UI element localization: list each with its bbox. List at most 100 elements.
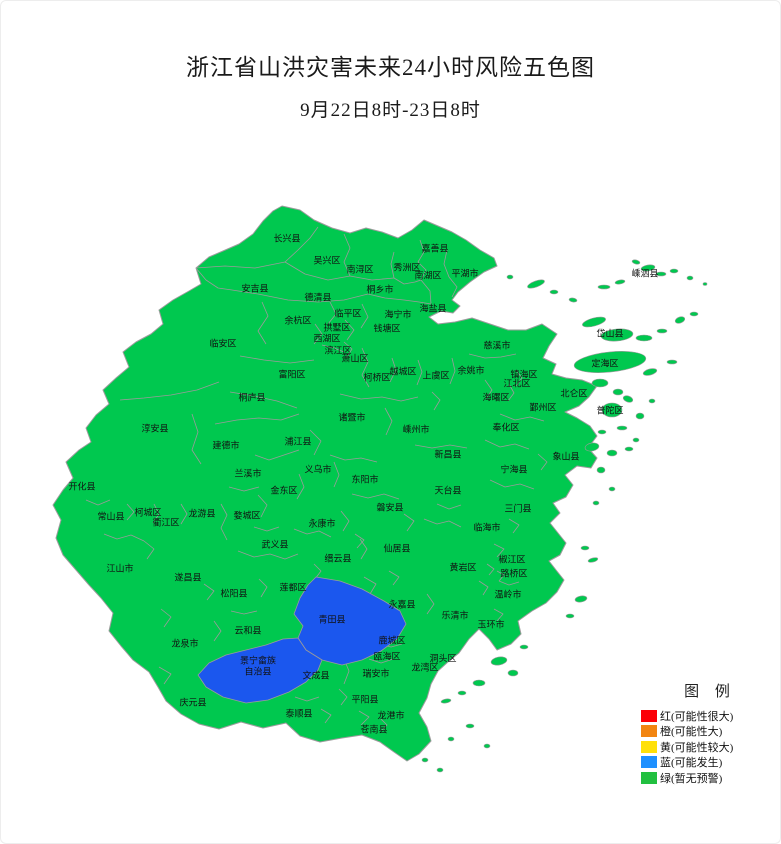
county-label: 秀洲区	[393, 262, 420, 273]
county-border-line	[449, 357, 456, 385]
county-label: 平阳县	[351, 695, 378, 705]
county-label: 庆元县	[179, 697, 206, 708]
county-border-line	[363, 576, 377, 595]
county-label: 海盐县	[419, 303, 446, 314]
county-label: 江北区	[503, 379, 530, 389]
county-border-line	[359, 538, 368, 560]
county-label: 东阳市	[351, 474, 378, 485]
county-label: 滨江区	[324, 345, 351, 356]
county-label: 慈溪市	[483, 340, 510, 351]
legend-label: 橙(可能性大)	[660, 726, 723, 739]
title-block: 浙江省山洪灾害未来24小时风险五色图 9月22日8时-23日8时	[0, 0, 781, 122]
county-border-line	[143, 540, 155, 560]
county-label: 嵊泗县	[631, 268, 658, 279]
county-label: 上虞区	[422, 370, 449, 381]
county-label: 建德市	[212, 440, 239, 451]
county-label: 温岭市	[494, 589, 521, 600]
legend-color-swatch	[641, 709, 657, 722]
county-label: 江山市	[106, 563, 133, 574]
island	[440, 698, 452, 704]
county-label: 路桥区	[500, 568, 527, 579]
county-border-line	[507, 383, 515, 402]
county-border-line	[229, 391, 298, 409]
county-border-line	[257, 494, 268, 518]
island	[584, 442, 600, 452]
county-label: 景宁畲族	[240, 655, 276, 666]
county-label: 文成县	[302, 670, 329, 681]
county-label: 永康市	[308, 518, 335, 529]
county-label: 玉环市	[477, 619, 504, 630]
island	[608, 486, 616, 492]
county-label: 开化县	[68, 481, 95, 492]
legend-label: 绿(暂无预警)	[660, 772, 723, 785]
legend-color-swatch	[641, 756, 657, 769]
county-border-line	[180, 503, 188, 525]
county-border-line	[361, 347, 370, 388]
county-border-line	[360, 303, 369, 329]
county-border-line	[393, 277, 422, 285]
legend-item: 蓝(可能发生)	[641, 755, 773, 771]
county-label: 龙湾区	[411, 662, 438, 673]
county-label: 瑞安市	[362, 668, 389, 679]
county-border-line	[195, 261, 286, 269]
county-border-line	[293, 528, 332, 538]
county-border-line	[478, 580, 489, 596]
county-label: 宁海县	[500, 464, 527, 475]
county-label: 青田县	[318, 614, 345, 625]
county-border-line	[119, 381, 220, 401]
county-border-line	[327, 301, 337, 325]
island	[616, 425, 628, 431]
county-label: 遂昌县	[174, 572, 201, 583]
county-border-line	[158, 666, 172, 685]
legend-label: 红(可能性很大)	[660, 710, 734, 723]
county-border-line	[489, 479, 535, 490]
legend-label: 蓝(可能发生)	[660, 757, 723, 770]
county-label: 鄞州区	[529, 402, 556, 413]
island	[601, 402, 623, 418]
island	[635, 412, 645, 420]
county-label: 吴兴区	[313, 256, 340, 266]
island	[612, 388, 624, 396]
county-label: 平湖市	[451, 268, 478, 279]
county-border-line	[431, 391, 441, 411]
county-label: 奉化区	[492, 422, 519, 433]
county-label: 磐安县	[376, 502, 403, 513]
county-border-line	[358, 710, 370, 726]
county-label: 龙港市	[377, 710, 404, 721]
county-label: 诸暨市	[338, 412, 365, 423]
county-label: 新昌县	[434, 449, 461, 460]
island	[624, 446, 634, 452]
island	[507, 669, 519, 677]
county-label: 婺城区	[233, 511, 260, 521]
island	[582, 316, 606, 328]
island	[447, 736, 455, 742]
county-border-line	[296, 473, 305, 500]
county-border-line	[380, 718, 388, 732]
county-border-line	[284, 261, 395, 281]
county-label: 莲都区	[279, 582, 306, 593]
island	[631, 259, 641, 265]
county-label: 仙居县	[383, 543, 410, 554]
county-label: 嘉善县	[421, 243, 448, 254]
county-border-line	[191, 413, 202, 465]
county-label: 普陀区	[596, 405, 623, 416]
county-label: 越城区	[389, 366, 416, 377]
county-label: 云和县	[234, 626, 261, 636]
county-label: 定海区	[591, 358, 618, 369]
legend-title: 图 例	[684, 684, 736, 700]
island	[506, 274, 514, 280]
county-border-line	[414, 444, 468, 449]
island	[642, 368, 658, 376]
county-border-line	[160, 608, 172, 628]
page-title: 浙江省山洪灾害未来24小时风险五色图	[186, 55, 595, 80]
page-subtitle: 9月22日8时-23日8时	[300, 100, 481, 121]
county-border-line	[493, 608, 504, 622]
county-label: 海曙区	[482, 392, 509, 403]
island	[656, 328, 668, 334]
county-borders	[85, 226, 548, 732]
county-border-line	[351, 493, 400, 500]
county-border-line	[498, 580, 520, 586]
county-border-line	[103, 533, 145, 542]
county-label: 镇海区	[510, 369, 537, 380]
county-border-line	[499, 413, 545, 422]
